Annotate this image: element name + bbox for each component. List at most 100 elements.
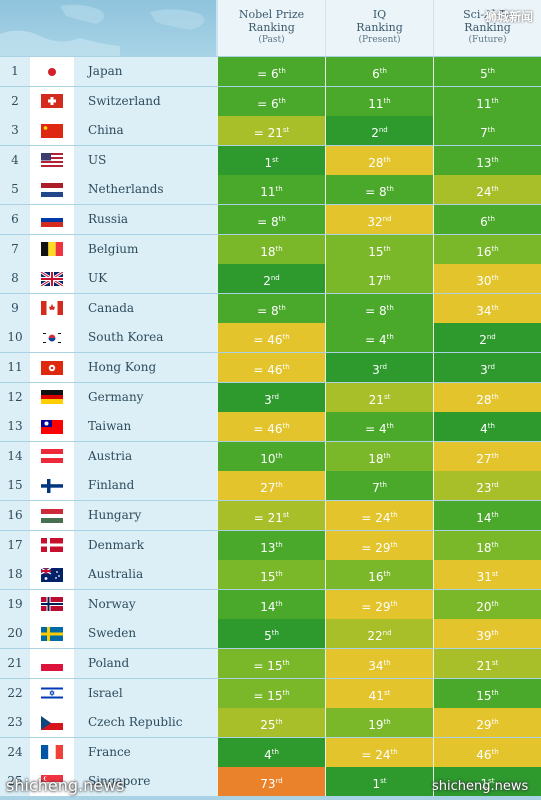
nobel-rank-cell: 27th (217, 471, 325, 501)
ordinal-suffix: rd (275, 777, 283, 786)
flag-cell (30, 619, 74, 649)
rank-value: 28 (476, 392, 492, 407)
ordinal-suffix: th (275, 451, 283, 460)
iq-rank-cell: 41st (325, 678, 433, 708)
table-row: 13 Taiwan = 46th = 4th 4th (0, 412, 541, 442)
flag-cell (30, 86, 74, 116)
iq-header-ranking: Ranking (356, 21, 403, 34)
rank-value: = 8 (257, 303, 279, 318)
rank-value: 31 (476, 570, 492, 585)
rank-number: 8 (0, 264, 30, 294)
country-name: Japan (74, 57, 217, 86)
rank-number: 23 (0, 708, 30, 738)
rank-number: 20 (0, 619, 30, 649)
rank-value: 22 (367, 629, 383, 644)
ordinal-suffix: th (383, 274, 391, 283)
top-watermark: 狮城新闻 (484, 10, 533, 24)
iq-rank-cell: 6th (325, 57, 433, 86)
rank-number: 19 (0, 589, 30, 619)
sci-rank-cell: 3rd (433, 353, 541, 382)
belgium-flag (41, 242, 63, 257)
rank-number: 22 (0, 678, 30, 708)
iq-rank-cell: = 24th (325, 501, 433, 530)
ordinal-suffix: th (491, 274, 499, 283)
table-row: 25 Singapore 73rd 1st 1st (0, 767, 541, 797)
rank-number: 4 (0, 145, 30, 175)
ordinal-suffix: th (487, 126, 495, 135)
nobel-rank-cell: 3rd (217, 382, 325, 412)
table-row: 22 Israel = 15th 41st 15th (0, 678, 541, 708)
ordinal-suffix: th (491, 185, 499, 194)
rank-value: = 24 (361, 747, 391, 762)
flag-cell (30, 708, 74, 738)
rank-value: 5 (264, 629, 272, 644)
flag-cell (30, 560, 74, 590)
table-row: 16 Hungary = 21st = 24th 14th (0, 501, 541, 530)
rank-number: 5 (0, 175, 30, 205)
country-name: Canada (74, 293, 217, 323)
sci-rank-cell: 20th (433, 589, 541, 619)
nobel-rank-cell: 10th (217, 441, 325, 471)
sci-rank-cell: 7th (433, 116, 541, 146)
rank-value: 7 (480, 126, 488, 141)
ordinal-suffix: st (282, 126, 290, 135)
nobel-rank-cell: = 15th (217, 649, 325, 678)
flag-cell (30, 412, 74, 442)
south-korea-flag (41, 330, 63, 345)
rank-value: 15 (368, 244, 384, 259)
rank-value: 10 (260, 451, 276, 466)
rank-value: 5 (480, 67, 488, 81)
rank-value: = 29 (361, 540, 391, 555)
rank-value: 27 (260, 481, 276, 496)
iq-rank-cell: 21st (325, 382, 433, 412)
table-row: 3 China = 21st 2nd 7th (0, 116, 541, 146)
nobel-rank-cell: 4th (217, 737, 325, 767)
rank-number: 25 (0, 767, 30, 797)
ordinal-suffix: rd (487, 363, 495, 371)
rank-value: 4 (264, 747, 272, 762)
ordinal-suffix: th (271, 629, 279, 638)
rank-value: 2 (371, 126, 379, 141)
rank-value: 6 (372, 67, 380, 81)
rank-number: 12 (0, 382, 30, 412)
table-row: 5 Netherlands 11th = 8th 24th (0, 175, 541, 205)
sci-rank-cell: 1st (433, 767, 541, 797)
iq-rank-cell: 22nd (325, 619, 433, 649)
country-name: Hong Kong (74, 353, 217, 382)
sci-rank-cell: 31st (433, 560, 541, 590)
sci-header-sub: (Future) (468, 35, 507, 45)
table-row: 6 Russia = 8th 32nd 6th (0, 205, 541, 234)
bottom-right-watermark: shicheng.news (432, 779, 529, 794)
rank-value: 1 (480, 777, 489, 792)
country-name: Taiwan (74, 412, 217, 442)
rank-value: 73 (260, 777, 276, 792)
iq-rank-cell: 19th (325, 708, 433, 738)
sci-rank-cell: 18th (433, 530, 541, 560)
sci-rank-cell: 30th (433, 264, 541, 294)
ordinal-suffix: st (491, 570, 499, 579)
sci-rank-cell: 15th (433, 678, 541, 708)
bottom-left-watermark: shicheng.news (6, 776, 125, 795)
table-row: 18 Australia 15th 16th 31st (0, 560, 541, 590)
sci-rank-cell: 2nd (433, 323, 541, 353)
rank-value: 28 (368, 155, 384, 170)
nobel-rank-cell: 1st (217, 145, 325, 175)
rank-value: 4 (480, 422, 488, 437)
rank-value: 1 (372, 777, 381, 792)
world-map-graphic (0, 0, 216, 56)
iq-rank-cell: = 24th (325, 737, 433, 767)
ordinal-suffix: th (491, 688, 499, 697)
iq-rank-cell: 15th (325, 234, 433, 264)
rank-number: 15 (0, 471, 30, 501)
country-name: Switzerland (74, 86, 217, 116)
rank-value: = 46 (253, 333, 283, 348)
sci-header-title: Sci-Al-Te (463, 8, 512, 21)
rank-value: 18 (368, 451, 384, 466)
flag-cell (30, 649, 74, 678)
ordinal-suffix: th (390, 747, 398, 756)
rank-value: 3 (264, 392, 272, 407)
ordinal-suffix: st (380, 777, 387, 786)
ordinal-suffix: th (386, 333, 394, 342)
japan-flag (41, 64, 63, 79)
nobel-rank-cell: = 15th (217, 678, 325, 708)
